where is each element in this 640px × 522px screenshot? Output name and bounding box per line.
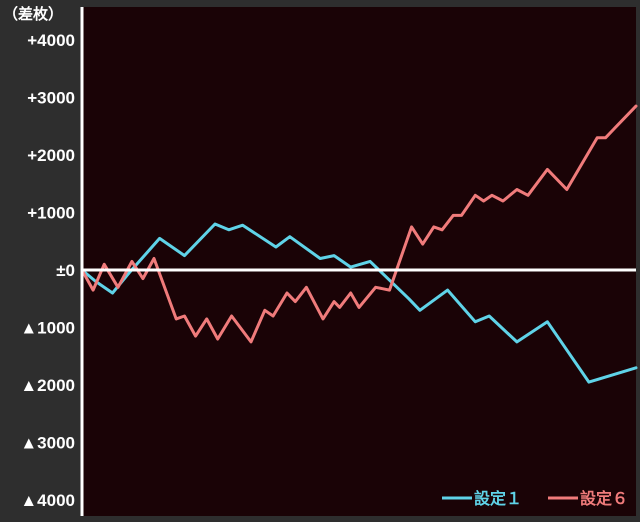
series-layer: [80, 104, 638, 384]
plot-area: [82, 7, 636, 516]
y-tick-label: ▲1000: [20, 319, 75, 338]
y-tick-label: +3000: [27, 89, 75, 108]
legend-label-1: 設定１: [474, 489, 522, 508]
y-tick-label: ▲3000: [20, 434, 75, 453]
series-line-2: [80, 104, 638, 344]
y-tick-label: +4000: [27, 31, 75, 50]
legend: 設定１ 設定６: [442, 489, 628, 508]
legend-label-2: 設定６: [580, 489, 628, 508]
y-unit-label: （差枚）: [3, 5, 63, 23]
y-tick-label: +1000: [27, 204, 75, 223]
y-tick-labels: +4000 +3000 +2000 +1000 ±0 ▲1000 ▲2000 ▲3000 ▲40…: [20, 31, 75, 510]
y-tick-label: ▲4000: [20, 491, 75, 510]
y-tick-label: ±0: [56, 261, 75, 280]
series-line-1: [80, 222, 638, 384]
y-tick-label: +2000: [27, 146, 75, 165]
y-tick-label: ▲2000: [20, 376, 75, 395]
